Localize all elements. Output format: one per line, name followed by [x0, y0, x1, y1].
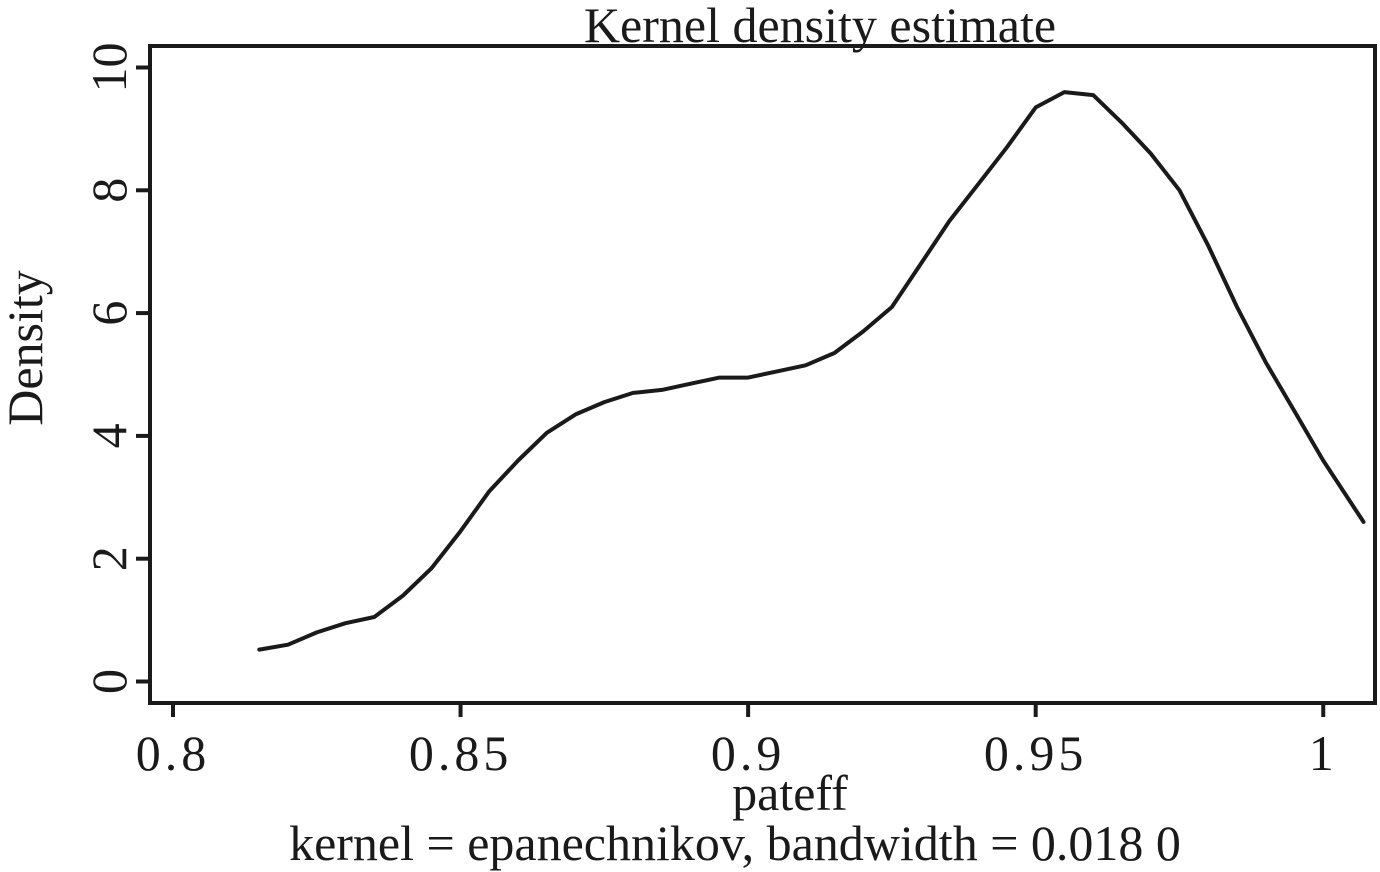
y-tick-label: 10 [81, 42, 137, 92]
y-tick-label: 2 [81, 546, 137, 571]
x-axis-label: pateff [732, 765, 848, 821]
kernel-note: kernel = epanechnikov, bandwidth = 0.018… [289, 815, 1181, 871]
x-axis: 0.8 0.85 0.9 0.95 1 [136, 703, 1338, 781]
y-tick-label: 0 [81, 669, 137, 694]
y-axis-label: Density [0, 270, 53, 426]
density-curve [257, 90, 1366, 652]
y-axis: 0 2 4 6 8 10 [81, 42, 150, 694]
x-tick-label: 0.8 [136, 725, 211, 781]
y-tick-label: 4 [81, 423, 137, 448]
y-tick-label: 6 [81, 301, 137, 326]
x-tick-label: 0.95 [984, 725, 1088, 781]
x-tick-label: 0.9 [711, 725, 786, 781]
plot-frame [148, 44, 1377, 705]
x-tick-label: 1 [1309, 725, 1338, 781]
y-tick-label: 8 [81, 178, 137, 203]
x-tick-label: 0.85 [409, 725, 513, 781]
